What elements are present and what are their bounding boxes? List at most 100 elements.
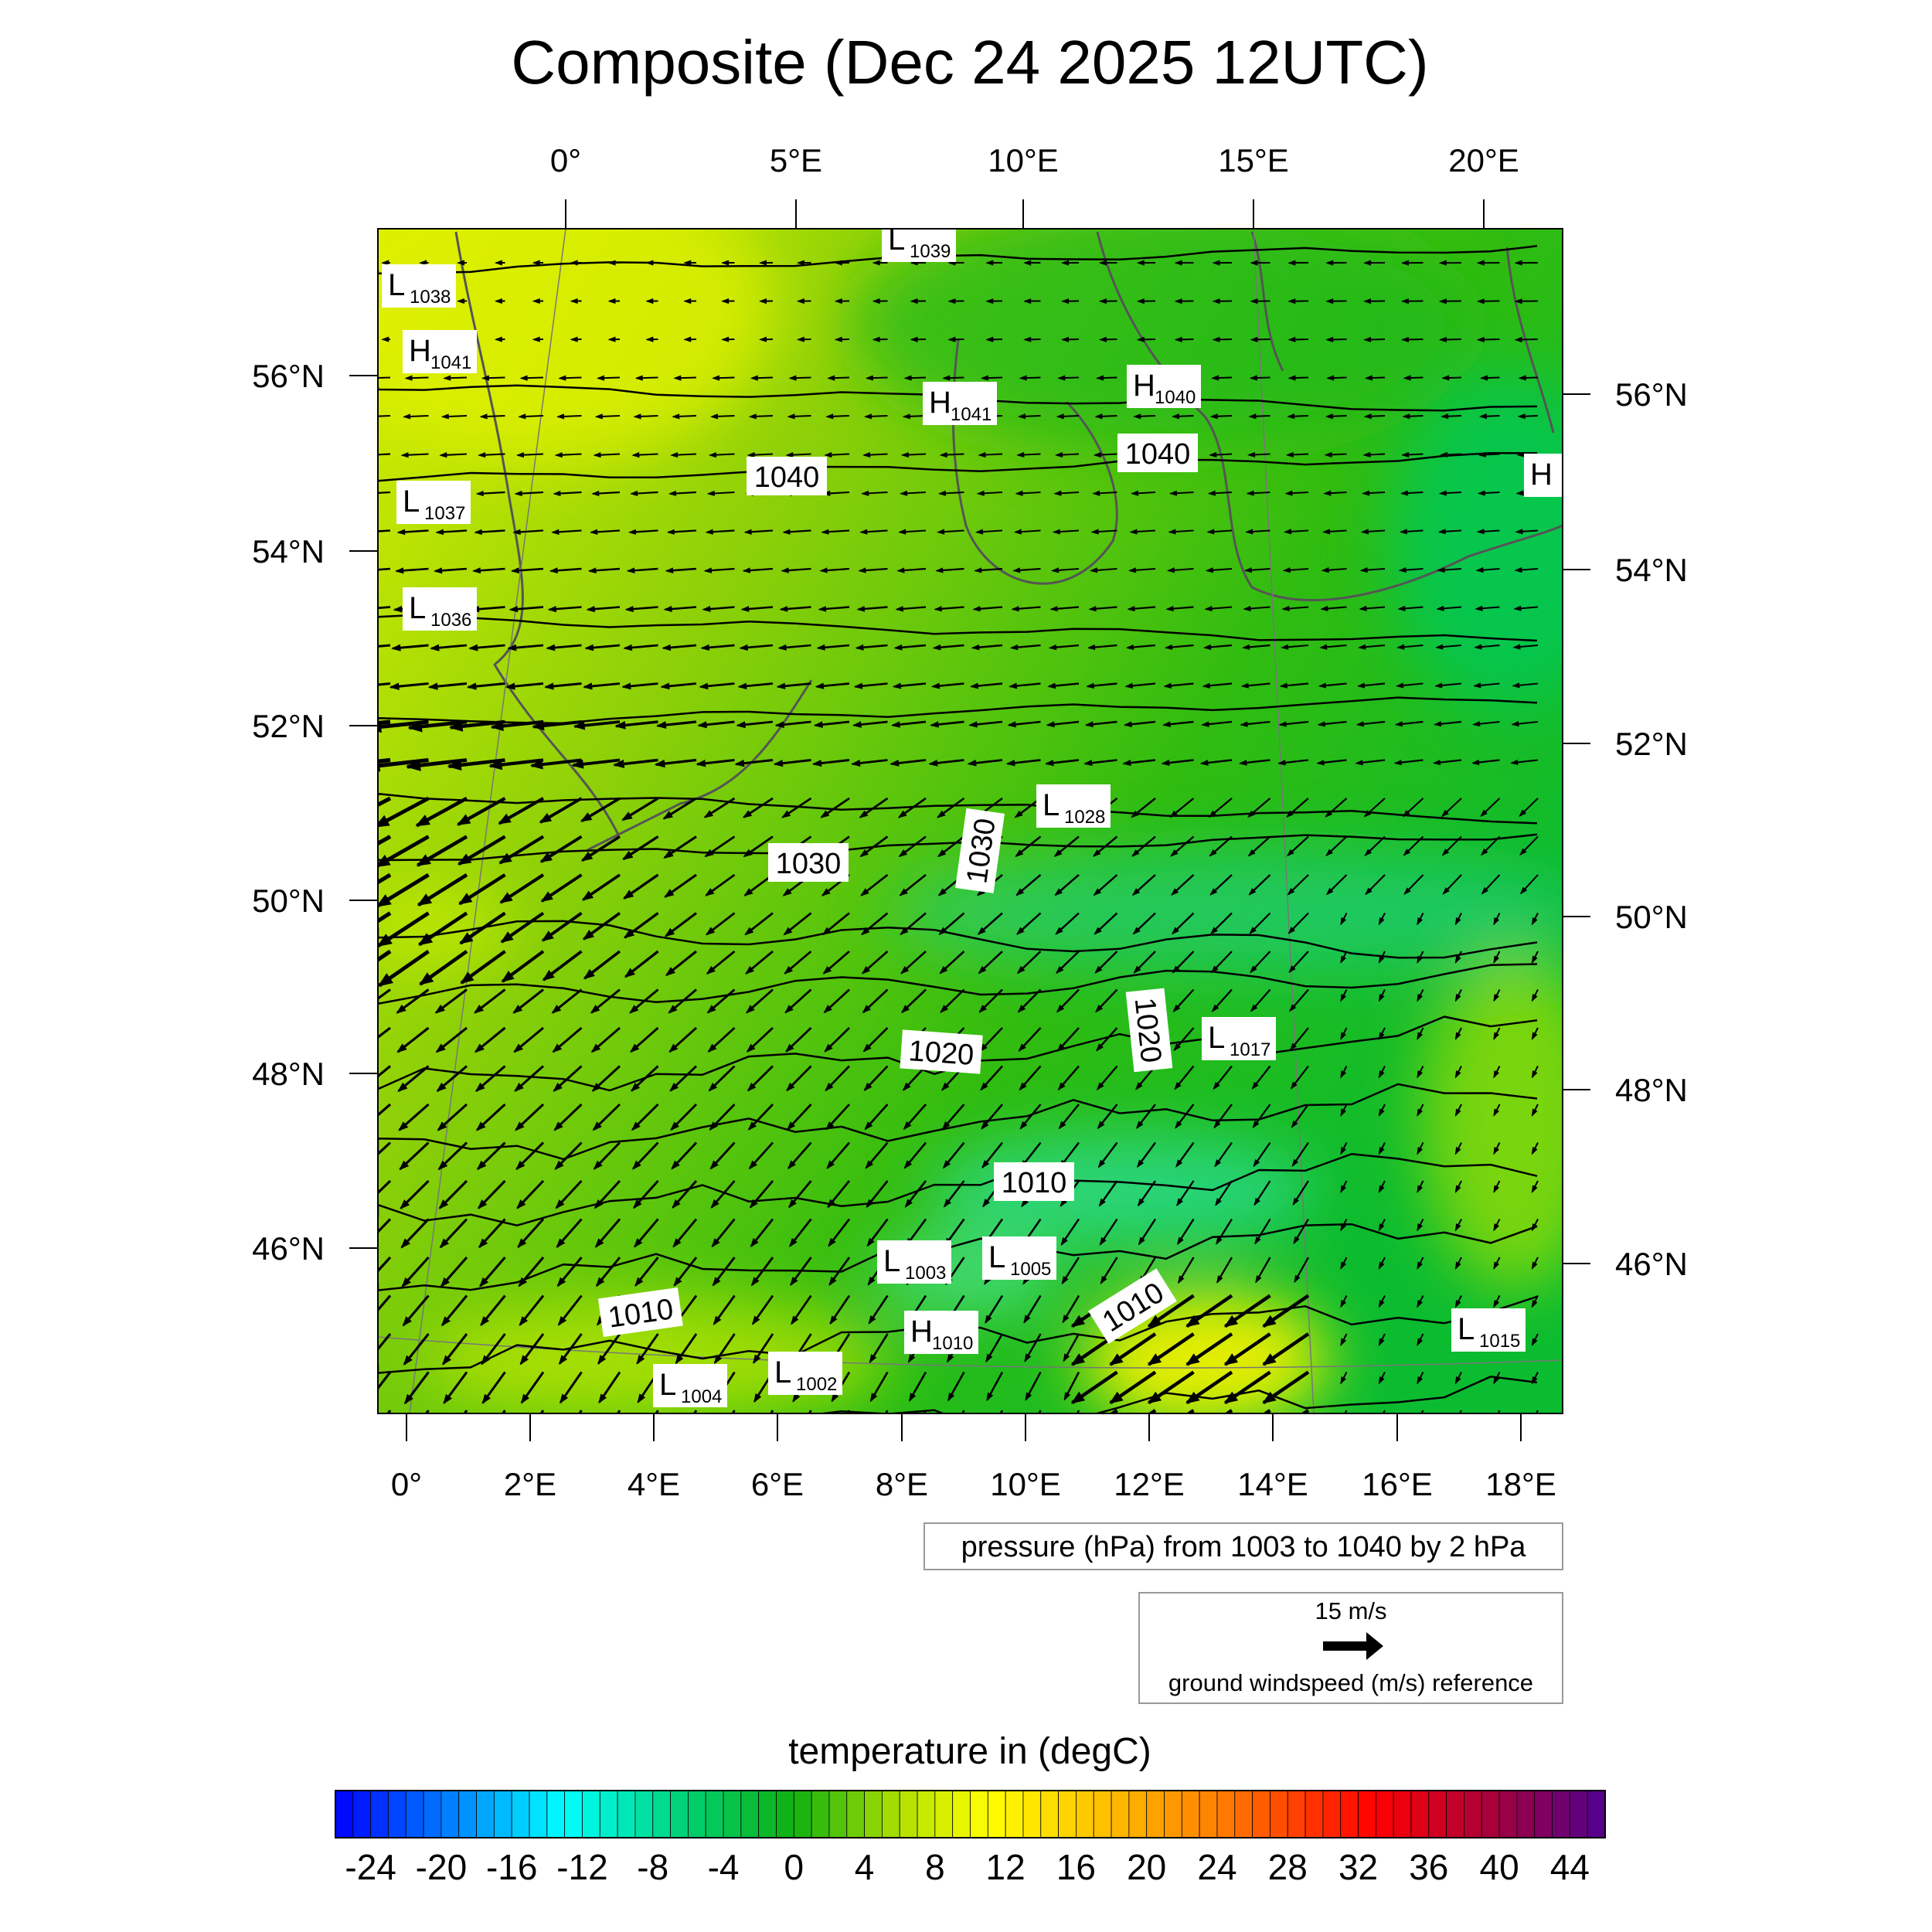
wind-arrow [683, 298, 697, 304]
wind-arrow [1054, 874, 1080, 896]
wind-arrow [474, 1026, 506, 1053]
colorbar-box [1410, 1790, 1430, 1838]
wind-arrow [1095, 1027, 1118, 1052]
wind-arrow [1015, 490, 1041, 496]
pressure-center-high: H 1041 [923, 382, 997, 425]
wind-arrow [1340, 1027, 1348, 1041]
wind-arrow [1199, 759, 1233, 766]
wind-arrow [622, 835, 659, 861]
wind-arrow [713, 1333, 736, 1365]
wind-arrow [631, 1103, 659, 1131]
wind-arrow [1417, 1104, 1424, 1117]
pressure-center-value: 1037 [424, 503, 465, 524]
wind-arrow [1252, 1104, 1271, 1129]
wind-arrow [438, 1179, 468, 1209]
pressure-center-high: H 1041 [403, 330, 477, 373]
wind-arrow [378, 911, 430, 948]
right-lat-label: 50°N [1615, 899, 1688, 935]
wind-arrow [759, 298, 774, 304]
wind-arrow [481, 1371, 506, 1404]
wind-arrow [1417, 951, 1424, 964]
wind-arrow [721, 298, 735, 304]
wind-arrow [683, 260, 697, 266]
wind-arrow [663, 835, 697, 859]
wind-arrow [900, 951, 927, 975]
wind-arrow [1474, 644, 1500, 650]
wind-arrow [1147, 1332, 1195, 1366]
wind-arrow [1012, 567, 1041, 573]
wind-arrow [900, 912, 927, 936]
wind-arrow [696, 758, 735, 767]
colorbar-box [423, 1790, 442, 1838]
contour-label: 1020 [1125, 988, 1173, 1073]
wind-arrow [607, 336, 621, 342]
left-lat-label: 54°N [252, 533, 325, 570]
colorbar-box [1393, 1790, 1412, 1838]
colorbar-box [882, 1790, 900, 1838]
wind-arrow [1478, 451, 1500, 457]
wind-arrow [1216, 1218, 1233, 1245]
wind-arrow [834, 336, 850, 342]
wind-arrow [1169, 798, 1195, 818]
wind-arrow [759, 260, 774, 266]
wind-arrow [1340, 1333, 1348, 1347]
wind-arrow [1017, 988, 1042, 1013]
top-lon-label: 10°E [988, 142, 1059, 179]
wind-arrow [1364, 375, 1386, 381]
wind-arrow [1094, 912, 1118, 935]
wind-arrow [1204, 605, 1233, 612]
wind-arrow [1378, 1219, 1386, 1232]
colorbar-box [458, 1790, 477, 1838]
wind-arrow [557, 1294, 583, 1326]
wind-arrow [707, 1026, 736, 1053]
colorbar-box [440, 1790, 460, 1838]
wind-arrow [571, 758, 621, 769]
wind-arrow [1250, 336, 1270, 342]
colorbar-box [1022, 1790, 1042, 1838]
wind-arrow [404, 375, 429, 381]
wind-arrow [1362, 451, 1386, 457]
wind-arrow [1023, 298, 1041, 304]
wind-arrow [440, 1256, 468, 1287]
wind-arrow [613, 758, 658, 769]
wind-arrow [1185, 1332, 1233, 1366]
wind-arrow [623, 912, 659, 939]
contour-label-text: 1010 [1002, 1167, 1067, 1199]
wind-arrow [1096, 375, 1117, 381]
wind-arrow [1340, 1066, 1348, 1079]
contour-label-text: 1040 [1125, 438, 1191, 471]
wind-arrow [1083, 759, 1117, 767]
colorbar-tick-label: -12 [556, 1847, 607, 1887]
wind-arrow [811, 759, 850, 767]
wind-arrow [630, 1065, 659, 1092]
wind-arrow [734, 759, 774, 767]
wind-arrow [1417, 1333, 1424, 1347]
colorbar-box [1181, 1790, 1200, 1838]
wind-arrow [1093, 874, 1118, 896]
wind-arrow [1355, 720, 1386, 727]
wind-arrow [1015, 874, 1042, 896]
colorbar-box [723, 1790, 742, 1838]
colorbar-box [740, 1790, 760, 1838]
wind-arrow [378, 376, 391, 379]
wind-arrow [785, 1027, 812, 1053]
wind-arrow [1086, 682, 1117, 689]
wind-arrow [1319, 644, 1347, 650]
wind-arrow [1209, 874, 1233, 896]
bottom-lon-label: 18°E [1485, 1466, 1556, 1502]
wind-arrow [1476, 298, 1500, 304]
wind-arrow [783, 912, 812, 936]
wind-arrow [1340, 1295, 1348, 1308]
wind-arrow [709, 413, 735, 420]
wind-arrow [391, 644, 429, 651]
wind-arrow [1340, 989, 1348, 1002]
colorbar-box [1516, 1790, 1536, 1838]
wind-arrow [947, 298, 964, 304]
wind-arrow [1531, 1180, 1539, 1194]
wind-arrow [1209, 451, 1233, 458]
wind-arrow [1437, 566, 1462, 573]
wind-arrow [607, 298, 621, 304]
wind-arrow [498, 797, 545, 825]
wind-arrow [863, 1065, 889, 1092]
wind-arrow [740, 606, 774, 612]
